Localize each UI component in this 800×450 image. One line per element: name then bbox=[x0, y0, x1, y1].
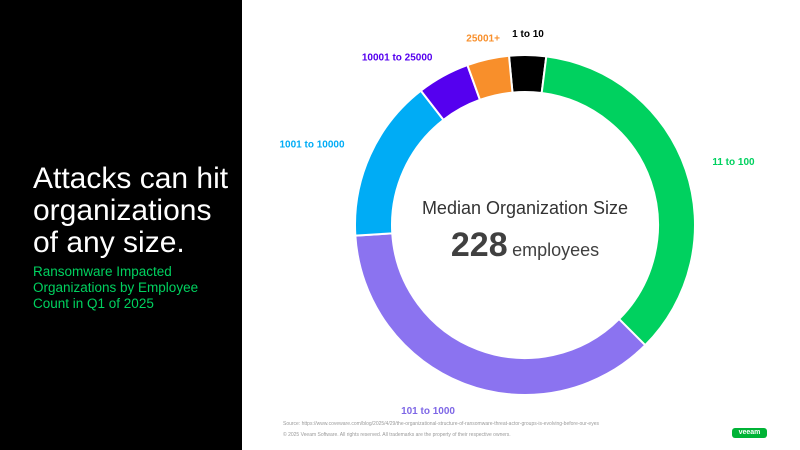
donut-chart: 1 to 10 11 to 100 101 to 1000 1001 to 10000… bbox=[279, 29, 755, 417]
copyright-note: © 2025 Veeam Software. All rights reserv… bbox=[283, 432, 511, 438]
center-value: 228 employees bbox=[420, 226, 630, 265]
center-title: Median Organization Size bbox=[421, 198, 629, 218]
slide-headline: Attacks can hit organizations of any siz… bbox=[33, 162, 229, 259]
slice-label-2: 101 to 1000 bbox=[401, 406, 455, 417]
slice-label-4: 10001 to 25000 bbox=[362, 53, 433, 64]
source-note: Source: https://www.coveware.com/blog/20… bbox=[283, 421, 599, 427]
slide-subhead: Ransomware Impacted Organizations by Emp… bbox=[33, 264, 199, 311]
median-unit: employees bbox=[512, 240, 600, 260]
veeam-logo: veeam bbox=[732, 428, 767, 438]
slice-label-3: 1001 to 10000 bbox=[279, 140, 344, 151]
slice-label-1: 11 to 100 bbox=[712, 157, 755, 168]
slice-label-5: 25001+ bbox=[466, 34, 500, 45]
median-number: 228 bbox=[450, 226, 508, 264]
left-panel bbox=[0, 0, 242, 450]
donut-slice-5 bbox=[466, 54, 514, 102]
slice-label-0: 1 to 10 bbox=[512, 29, 544, 40]
donut-slice-0 bbox=[507, 54, 548, 95]
